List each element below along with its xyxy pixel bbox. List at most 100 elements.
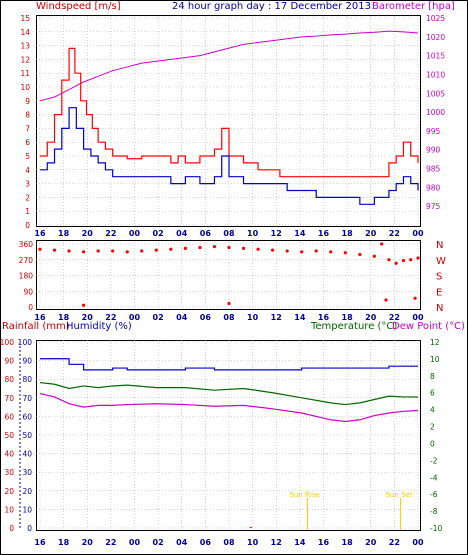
wind-y-tick: 4 (25, 166, 30, 175)
humidity-y-tick: 70 (22, 394, 32, 403)
wind-y-tick: 5 (25, 152, 30, 161)
humidity-y-tick: 100 (18, 338, 33, 347)
compass-label: N (436, 303, 443, 314)
humidity-y-tick: 0 (27, 524, 32, 533)
x-tick-label: 14 (294, 313, 306, 322)
rain-y-tick: 20 (4, 487, 14, 496)
direction-point (314, 249, 318, 253)
wind-y-tick: 10 (20, 83, 30, 92)
x-tick-label: 00 (412, 313, 424, 322)
rain-y-tick: 30 (4, 468, 14, 477)
direction-point (413, 296, 417, 300)
dewpoint-line (39, 392, 419, 423)
direction-point (227, 245, 231, 250)
direction-point (271, 248, 275, 252)
direction-point (372, 254, 376, 258)
temperature-y-tick: 8 (430, 372, 435, 381)
x-tick-label: 10 (247, 313, 259, 322)
direction-point (343, 251, 347, 255)
direction-y-tick: 0 (28, 303, 33, 312)
temperature-y-tick: 0 (430, 439, 435, 448)
x-tick-label: 14 (294, 538, 306, 547)
x-tick-label: 12 (271, 229, 282, 238)
wind-panel (36, 15, 421, 227)
temperature-y-tick: 12 (430, 338, 440, 347)
humidity-y-tick: 80 (22, 375, 32, 384)
axis-labels: 1616161818182020202222220000000202020404… (0, 14, 446, 547)
compass-label: E (436, 287, 442, 298)
direction-y-tick: 180 (19, 272, 34, 281)
x-tick-label: 00 (129, 313, 141, 322)
temperature-y-tick: -2 (430, 456, 438, 465)
direction-point (358, 252, 362, 257)
x-tick-label: 18 (58, 229, 70, 238)
humidity-y-tick: 10 (22, 505, 32, 514)
x-tick-label: 16 (318, 229, 330, 238)
direction-point (154, 248, 158, 252)
dewpoint-axis-label: Dew Point (°C) (392, 321, 465, 332)
direction-point (140, 249, 144, 253)
direction-point (384, 298, 388, 302)
x-tick-label: 18 (58, 538, 70, 547)
x-tick-label: 10 (247, 538, 259, 547)
direction-point (96, 249, 100, 253)
wind-y-tick: 14 (20, 28, 30, 37)
direction-point (198, 245, 202, 250)
direction-point (212, 245, 217, 249)
series-layer (38, 30, 420, 529)
windspeed-axis-label: Windspeed [m/s] (36, 1, 121, 12)
temperature-y-tick: 6 (430, 389, 435, 398)
x-tick-label: 12 (271, 538, 282, 547)
humidity-y-tick: 30 (22, 468, 32, 477)
wind-y-tick: 0 (25, 221, 30, 230)
x-tick-label: 22 (105, 538, 116, 547)
x-tick-label: 20 (82, 538, 94, 547)
direction-point (401, 259, 406, 263)
temperature-axis-label: Temperature (°C) (310, 321, 397, 332)
rain-y-tick: 50 (4, 431, 14, 440)
wind-y-tick: 9 (25, 97, 30, 106)
x-tick-label: 00 (129, 538, 141, 547)
x-tick-label: 14 (294, 229, 306, 238)
direction-point (256, 247, 260, 251)
rain-y-tick: 70 (4, 394, 14, 403)
x-tick-label: 18 (58, 313, 70, 322)
humidity-y-tick: 90 (22, 357, 32, 366)
x-tick-label: 08 (223, 229, 235, 238)
temperature-y-tick: -10 (430, 524, 442, 533)
temperature-y-tick: 4 (430, 406, 435, 415)
direction-point (82, 250, 86, 254)
rain-y-tick: 90 (4, 357, 14, 366)
temperature-y-tick: -6 (430, 490, 438, 499)
temperature-y-tick: -8 (430, 507, 438, 516)
rain-y-tick: 100 (0, 338, 14, 347)
temperature-y-tick: 10 (430, 355, 440, 364)
barometer-y-tick: 1025 (426, 14, 445, 23)
temperature-y-tick: -4 (430, 473, 438, 482)
x-tick-label: 06 (200, 229, 212, 238)
direction-point (329, 250, 333, 254)
direction-point (52, 248, 57, 252)
wind-y-tick: 3 (25, 180, 30, 189)
direction-point (183, 246, 187, 250)
x-tick-label: 22 (389, 313, 400, 322)
humidity-line (40, 358, 418, 371)
x-tick-label: 18 (342, 313, 354, 322)
direction-point (38, 247, 42, 251)
rain-y-tick: 60 (4, 412, 14, 421)
direction-point (394, 261, 398, 265)
x-tick-label: 04 (176, 538, 188, 547)
x-tick-label: 00 (129, 229, 141, 238)
x-tick-label: 00 (412, 538, 424, 547)
x-tick-label: 16 (34, 313, 46, 322)
humidity-y-tick: 40 (22, 450, 32, 459)
direction-y-tick: 360 (19, 240, 34, 249)
wind-y-tick: 12 (20, 55, 30, 64)
rain-y-tick: 80 (4, 375, 14, 384)
x-tick-label: 20 (365, 313, 377, 322)
direction-point (82, 303, 86, 307)
sunset-label: Sun Set (386, 491, 413, 499)
direction-point (387, 258, 391, 262)
